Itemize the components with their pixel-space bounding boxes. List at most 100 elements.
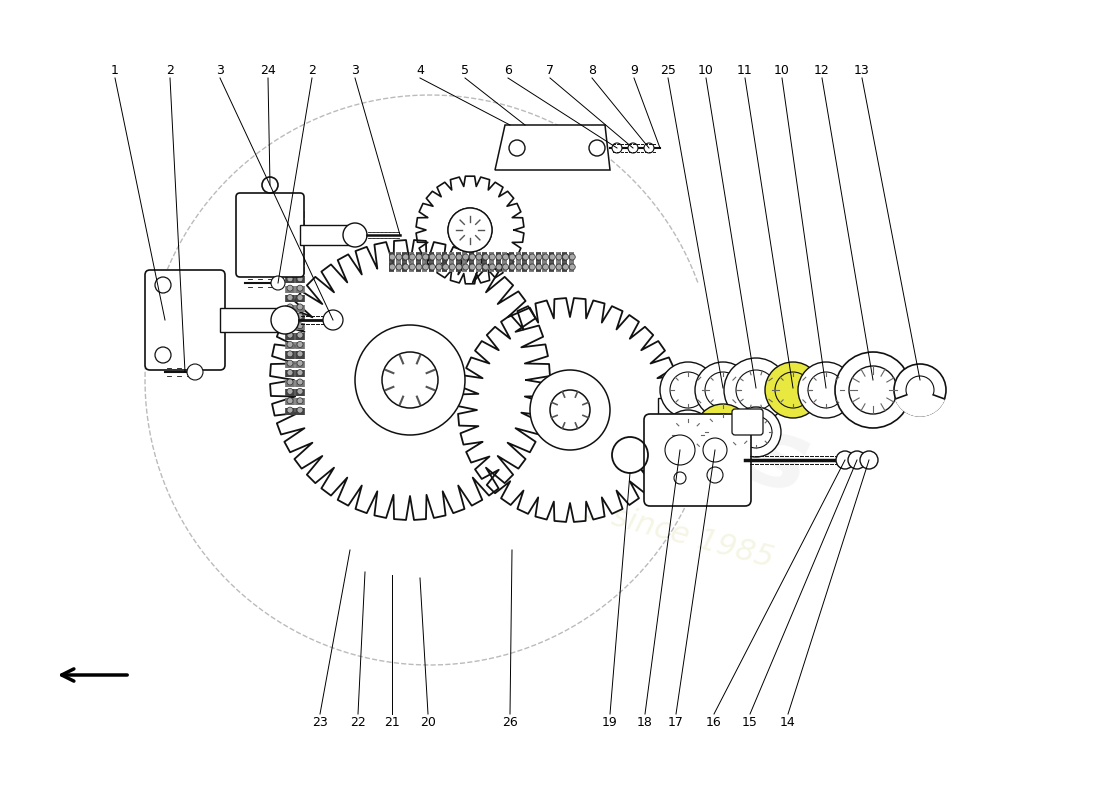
Circle shape	[660, 362, 716, 418]
Circle shape	[436, 264, 442, 270]
Circle shape	[297, 370, 302, 375]
Circle shape	[287, 351, 293, 357]
Circle shape	[860, 451, 878, 469]
Circle shape	[436, 254, 442, 260]
Circle shape	[422, 264, 429, 270]
Text: 9: 9	[630, 63, 638, 77]
Circle shape	[429, 254, 436, 260]
Circle shape	[287, 210, 293, 216]
Circle shape	[906, 376, 934, 404]
Text: 22: 22	[350, 715, 366, 729]
Text: 10: 10	[774, 63, 790, 77]
Circle shape	[496, 264, 502, 270]
Text: a passion for parts since 1985: a passion for parts since 1985	[323, 426, 777, 574]
Circle shape	[522, 264, 529, 270]
Circle shape	[764, 362, 821, 418]
Circle shape	[297, 379, 302, 385]
Circle shape	[389, 254, 395, 260]
Circle shape	[835, 352, 911, 428]
Circle shape	[287, 229, 293, 235]
Text: 4: 4	[416, 63, 424, 77]
Circle shape	[732, 407, 781, 457]
Circle shape	[549, 264, 556, 270]
Circle shape	[490, 254, 495, 260]
Text: 25: 25	[660, 63, 675, 77]
Polygon shape	[458, 298, 682, 522]
Circle shape	[396, 264, 402, 270]
Circle shape	[496, 254, 502, 260]
Circle shape	[463, 264, 469, 270]
Text: 20: 20	[420, 715, 436, 729]
Circle shape	[670, 372, 706, 408]
Circle shape	[297, 351, 302, 357]
Circle shape	[556, 254, 562, 260]
Circle shape	[287, 370, 293, 375]
Circle shape	[570, 254, 575, 260]
Circle shape	[271, 276, 285, 290]
Circle shape	[416, 264, 422, 270]
Polygon shape	[416, 176, 524, 284]
Circle shape	[674, 472, 686, 484]
Circle shape	[287, 294, 293, 301]
Circle shape	[297, 238, 302, 244]
Circle shape	[705, 372, 741, 408]
Circle shape	[483, 254, 488, 260]
Circle shape	[396, 254, 402, 260]
Circle shape	[672, 419, 704, 451]
Text: 13: 13	[854, 63, 870, 77]
Circle shape	[287, 314, 293, 319]
Wedge shape	[895, 390, 945, 416]
Circle shape	[409, 254, 416, 260]
Circle shape	[463, 254, 469, 260]
Circle shape	[705, 414, 741, 450]
Circle shape	[287, 322, 293, 329]
Circle shape	[297, 388, 302, 394]
Circle shape	[503, 254, 508, 260]
Circle shape	[776, 372, 811, 408]
Circle shape	[297, 285, 302, 291]
Circle shape	[287, 304, 293, 310]
Circle shape	[343, 223, 367, 247]
Circle shape	[612, 143, 621, 153]
Circle shape	[297, 229, 302, 235]
Polygon shape	[495, 125, 610, 170]
Circle shape	[287, 238, 293, 244]
Circle shape	[530, 370, 610, 450]
Text: 2: 2	[166, 63, 174, 77]
Circle shape	[297, 398, 302, 404]
Circle shape	[287, 398, 293, 404]
Text: 10: 10	[698, 63, 714, 77]
Circle shape	[588, 140, 605, 156]
Circle shape	[287, 332, 293, 338]
Circle shape	[695, 404, 751, 460]
FancyBboxPatch shape	[644, 414, 751, 506]
FancyBboxPatch shape	[732, 409, 763, 435]
Circle shape	[458, 218, 482, 242]
Circle shape	[516, 264, 522, 270]
Circle shape	[287, 266, 293, 272]
Circle shape	[297, 322, 302, 329]
Circle shape	[529, 264, 536, 270]
Circle shape	[422, 254, 429, 260]
Circle shape	[429, 264, 436, 270]
Circle shape	[798, 362, 854, 418]
Circle shape	[562, 254, 569, 260]
Circle shape	[849, 366, 896, 414]
Circle shape	[549, 254, 556, 260]
Bar	[300, 225, 355, 245]
Text: 18: 18	[637, 715, 653, 729]
Circle shape	[666, 435, 695, 465]
Circle shape	[297, 332, 302, 338]
Circle shape	[287, 342, 293, 347]
Circle shape	[736, 370, 776, 410]
Circle shape	[724, 358, 788, 422]
Circle shape	[355, 325, 465, 435]
Circle shape	[476, 264, 482, 270]
Circle shape	[695, 362, 751, 418]
Bar	[658, 398, 683, 422]
Circle shape	[894, 364, 946, 416]
Circle shape	[556, 264, 562, 270]
Circle shape	[628, 143, 638, 153]
Text: 6: 6	[504, 63, 512, 77]
Circle shape	[416, 254, 422, 260]
